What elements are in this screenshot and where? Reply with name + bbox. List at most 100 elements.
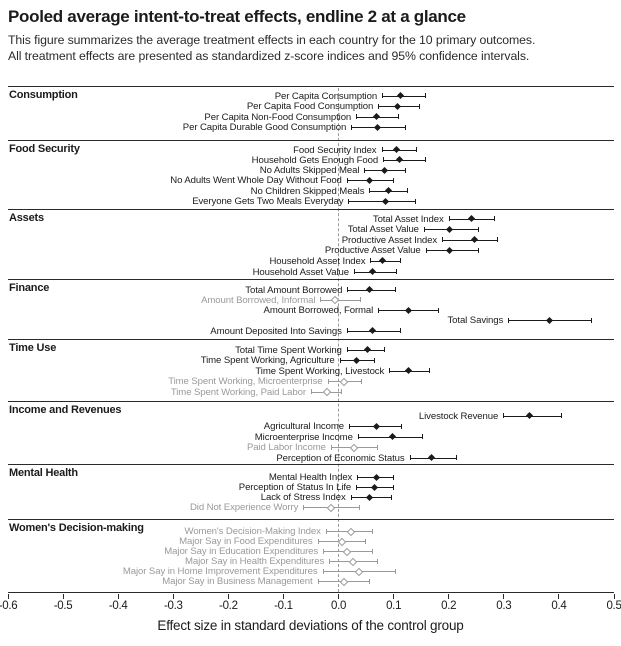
ci-cap-left — [311, 389, 312, 394]
ci-cap-left — [378, 307, 380, 313]
ci-cap-left — [409, 455, 411, 460]
x-axis-tick-label: -0.6 — [0, 600, 18, 612]
row-label: Amount Borrowed, Informal — [201, 294, 316, 306]
row-label: Per Capita Durable Good Consumption — [182, 122, 347, 133]
row-label: Household Asset Index — [269, 255, 366, 267]
ci-cap-left — [383, 157, 385, 163]
point-marker-filled-diamond — [446, 225, 454, 233]
x-axis-tick-label: 0.4 — [551, 600, 567, 612]
row-label: Amount Borrowed, Formal — [263, 305, 374, 317]
row-label: Per Capita Food Consumption — [246, 101, 374, 112]
ci-cap-right — [383, 347, 385, 352]
row-label: Total Asset Value — [347, 224, 419, 236]
point-marker-filled-diamond — [445, 246, 453, 254]
section-header: Mental Health — [9, 467, 78, 479]
row-label: Perception of Economic Status — [276, 452, 405, 464]
ci-cap-right — [400, 258, 402, 264]
section-header: Assets — [9, 212, 44, 224]
x-axis-line — [8, 592, 614, 593]
ci-cap-left — [425, 247, 427, 253]
ci-cap-right — [478, 226, 480, 232]
row-label: Total Amount Borrowed — [245, 284, 343, 296]
row-label: Major Say in Home Improvement Expenditur… — [122, 566, 318, 577]
ci-whisker — [383, 159, 426, 161]
ci-cap-left — [423, 226, 425, 232]
ci-cap-left — [329, 558, 331, 564]
section-header: Income and Revenues — [9, 404, 122, 416]
section-divider — [8, 86, 614, 87]
row-label: Agricultural Income — [263, 421, 344, 432]
point-marker-filled-diamond — [395, 156, 403, 164]
row-label: Did Not Experience Worry — [189, 502, 299, 513]
x-axis-tick-label: 0.5 — [606, 600, 621, 612]
section-header: Food Security — [9, 143, 80, 155]
point-marker-filled-diamond — [365, 285, 373, 294]
ci-cap-left — [350, 494, 352, 500]
ci-cap-right — [455, 455, 457, 460]
x-axis-tick — [7, 593, 9, 599]
point-marker-filled-diamond — [366, 176, 374, 184]
x-axis-tick-label: 0.2 — [441, 600, 457, 612]
ci-cap-right — [340, 389, 342, 394]
x-axis-tick — [338, 593, 340, 599]
ci-cap-left — [303, 504, 305, 510]
ci-cap-right — [372, 528, 374, 534]
row-label: Total Asset Index — [372, 213, 444, 225]
point-marker-open-diamond — [322, 387, 332, 397]
point-marker-filled-diamond — [380, 166, 388, 174]
point-marker-open-diamond — [346, 527, 355, 536]
section-header: Consumption — [9, 89, 78, 101]
ci-cap-right — [393, 474, 395, 480]
row-label: Women's Decision-Making Index — [184, 526, 321, 537]
point-marker-open-diamond — [343, 547, 352, 556]
point-marker-open-diamond — [355, 567, 364, 576]
section-header: Time Use — [9, 342, 57, 354]
point-marker-filled-diamond — [353, 356, 361, 364]
ci-cap-left — [346, 328, 348, 334]
row-label: Livestock Revenue — [418, 410, 499, 422]
x-axis-tick-label: 0.1 — [386, 600, 402, 612]
point-marker-filled-diamond — [372, 422, 380, 430]
row-label: Major Say in Business Management — [162, 576, 313, 587]
point-marker-filled-diamond — [384, 187, 392, 195]
row-label: Amount Deposited Into Savings — [210, 325, 342, 337]
point-marker-filled-diamond — [370, 483, 378, 491]
point-marker-open-diamond — [349, 443, 359, 452]
ci-cap-left — [378, 103, 380, 109]
ci-cap-left — [389, 368, 391, 373]
ci-cap-right — [405, 124, 407, 130]
ci-cap-right — [560, 413, 562, 418]
row-label: Perception of Status In Life — [238, 482, 352, 493]
point-marker-filled-diamond — [389, 432, 397, 441]
ci-cap-left — [317, 578, 319, 584]
row-label: No Adults Went Whole Day Without Food — [170, 175, 342, 187]
row-label: Household Asset Value — [252, 266, 349, 278]
point-marker-filled-diamond — [364, 345, 372, 354]
ci-whisker — [370, 260, 401, 262]
row-label: Everyone Gets Two Meals Everyday — [192, 196, 344, 207]
x-axis-tick-label: 0.0 — [330, 600, 347, 612]
ci-cap-right — [422, 434, 424, 439]
ci-cap-left — [448, 216, 450, 221]
ci-cap-left — [348, 198, 350, 204]
row-label: Microenterprise Income — [254, 431, 353, 443]
ci-cap-right — [394, 287, 396, 292]
ci-cap-left — [381, 147, 383, 152]
row-label: Lack of Stress Index — [260, 492, 346, 503]
row-label: Productive Asset Index — [341, 234, 438, 246]
figure-subtitle-line1: This figure summarizes the average treat… — [8, 33, 536, 47]
ci-cap-left — [369, 188, 371, 194]
ci-cap-right — [377, 444, 379, 450]
x-axis-tick — [117, 593, 119, 599]
ci-cap-left — [320, 297, 322, 303]
figure-title: Pooled average intent-to-treat effects, … — [8, 7, 466, 26]
ci-cap-right — [425, 157, 427, 163]
ci-cap-right — [392, 177, 394, 183]
row-label: Time Spent Working, Microenterprise — [168, 376, 323, 387]
ci-cap-right — [401, 423, 403, 429]
section-divider — [8, 209, 614, 210]
x-axis-tick — [393, 593, 395, 599]
ci-cap-right — [369, 578, 371, 584]
ci-cap-left — [382, 93, 384, 98]
